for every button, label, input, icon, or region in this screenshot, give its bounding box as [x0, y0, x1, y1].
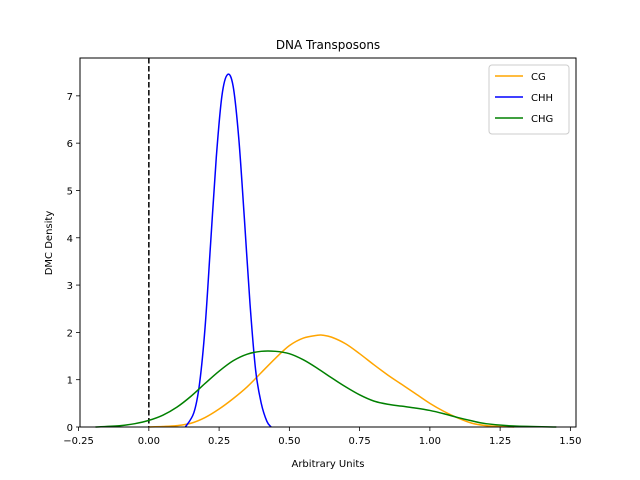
- y-tick-label: 1: [67, 376, 73, 387]
- legend: CG CHH CHG: [488, 64, 570, 135]
- legend-label-chg: CHG: [531, 114, 553, 125]
- series-line-chg: [95, 350, 557, 428]
- legend-box: [488, 64, 570, 135]
- x-tick-label: 1.25: [489, 436, 511, 447]
- y-tick-label: 5: [67, 186, 73, 197]
- legend-label-cg: CG: [531, 72, 546, 83]
- legend-label-chh: CHH: [531, 93, 553, 104]
- y-tick-label: 0: [67, 423, 73, 434]
- x-tick-label: 0.75: [348, 436, 370, 447]
- x-tick-label: 1.00: [419, 436, 441, 447]
- y-tick-label: 3: [67, 281, 73, 292]
- plot-frame: [79, 57, 577, 428]
- x-tick-label: 1.50: [559, 436, 581, 447]
- y-tick-label: 4: [67, 234, 73, 245]
- x-tick-label: 0.50: [278, 436, 300, 447]
- chart-title: DNA Transposons: [276, 38, 380, 52]
- x-tick-label: 0.25: [208, 436, 230, 447]
- series-line-chh: [184, 73, 272, 428]
- x-axis-ticks: −0.25 0.00 0.25 0.50 0.75 1.00 1.25 1.50: [63, 427, 582, 447]
- x-tick-label: 0.00: [138, 436, 160, 447]
- y-axis-ticks: 0 1 2 3 4 5 6 7: [67, 92, 80, 434]
- y-tick-label: 6: [67, 139, 73, 150]
- y-axis-label: DMC Density: [44, 211, 55, 276]
- x-axis-label: Arbitrary Units: [291, 459, 364, 470]
- x-tick-label: −0.25: [63, 436, 94, 447]
- plot-area: [95, 58, 557, 428]
- y-tick-label: 2: [67, 328, 73, 339]
- y-tick-label: 7: [67, 92, 73, 103]
